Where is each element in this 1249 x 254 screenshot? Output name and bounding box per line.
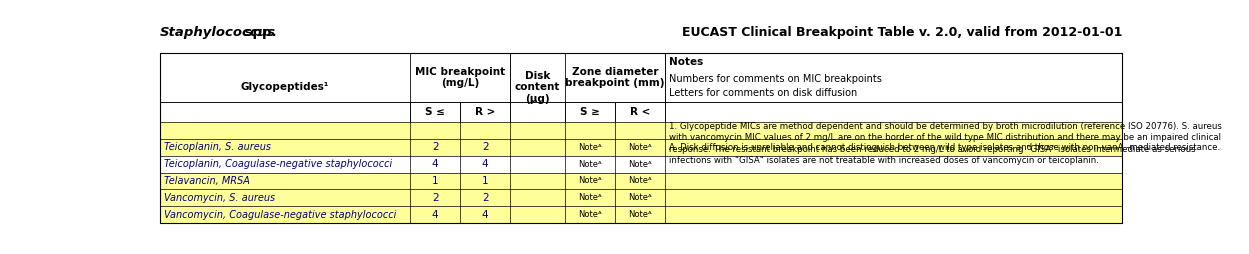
Polygon shape bbox=[160, 53, 410, 122]
Polygon shape bbox=[460, 172, 511, 189]
Polygon shape bbox=[565, 53, 666, 102]
Polygon shape bbox=[615, 156, 666, 172]
Text: 2: 2 bbox=[482, 193, 488, 203]
Polygon shape bbox=[410, 156, 460, 172]
Text: S ≤: S ≤ bbox=[425, 107, 445, 117]
Polygon shape bbox=[160, 172, 410, 189]
Text: Teicoplanin, S. aureus: Teicoplanin, S. aureus bbox=[164, 142, 271, 152]
Text: 1. Glycopeptide MICs are method dependent and should be determined by broth micr: 1. Glycopeptide MICs are method dependen… bbox=[669, 122, 1222, 165]
Polygon shape bbox=[666, 189, 1122, 206]
Polygon shape bbox=[615, 122, 666, 139]
Polygon shape bbox=[460, 206, 511, 223]
Text: 4: 4 bbox=[482, 159, 488, 169]
Polygon shape bbox=[460, 189, 511, 206]
Polygon shape bbox=[565, 102, 615, 122]
Polygon shape bbox=[666, 139, 1122, 156]
Polygon shape bbox=[511, 189, 565, 206]
Text: 2: 2 bbox=[432, 193, 438, 203]
Polygon shape bbox=[615, 102, 666, 122]
Polygon shape bbox=[565, 122, 615, 139]
Text: 1: 1 bbox=[482, 176, 488, 186]
Polygon shape bbox=[565, 172, 615, 189]
Text: 2: 2 bbox=[432, 142, 438, 152]
Polygon shape bbox=[160, 206, 410, 223]
Polygon shape bbox=[511, 122, 565, 139]
Text: 4: 4 bbox=[432, 210, 438, 220]
Text: Glycopeptides¹: Glycopeptides¹ bbox=[241, 83, 330, 92]
Text: MIC breakpoint
(mg/L): MIC breakpoint (mg/L) bbox=[415, 67, 506, 88]
Text: Numbers for comments on MIC breakpoints: Numbers for comments on MIC breakpoints bbox=[669, 73, 882, 84]
Polygon shape bbox=[615, 172, 666, 189]
Polygon shape bbox=[615, 139, 666, 156]
Polygon shape bbox=[666, 172, 1122, 189]
Text: Disk
content
(µg): Disk content (µg) bbox=[515, 71, 561, 104]
Text: Noteᴬ: Noteᴬ bbox=[628, 193, 652, 202]
Polygon shape bbox=[615, 189, 666, 206]
Polygon shape bbox=[410, 206, 460, 223]
Text: Zone diameter
breakpoint (mm): Zone diameter breakpoint (mm) bbox=[566, 67, 664, 88]
Polygon shape bbox=[565, 156, 615, 172]
Text: Teicoplanin, Coagulase-negative staphylococci: Teicoplanin, Coagulase-negative staphylo… bbox=[164, 159, 392, 169]
Polygon shape bbox=[410, 172, 460, 189]
Polygon shape bbox=[160, 122, 410, 139]
Text: 1: 1 bbox=[432, 176, 438, 186]
Text: EUCAST Clinical Breakpoint Table v. 2.0, valid from 2012-01-01: EUCAST Clinical Breakpoint Table v. 2.0,… bbox=[682, 26, 1122, 39]
Polygon shape bbox=[410, 139, 460, 156]
Polygon shape bbox=[666, 206, 1122, 223]
Text: Noteᴬ: Noteᴬ bbox=[628, 143, 652, 152]
Polygon shape bbox=[410, 189, 460, 206]
Polygon shape bbox=[460, 122, 511, 139]
Text: Noteᴬ: Noteᴬ bbox=[578, 160, 602, 169]
Polygon shape bbox=[565, 206, 615, 223]
Polygon shape bbox=[410, 102, 460, 122]
Polygon shape bbox=[666, 53, 1122, 122]
Polygon shape bbox=[511, 156, 565, 172]
Text: Letters for comments on disk diffusion: Letters for comments on disk diffusion bbox=[669, 88, 857, 98]
Polygon shape bbox=[666, 156, 1122, 172]
Text: 4: 4 bbox=[432, 159, 438, 169]
Polygon shape bbox=[511, 139, 565, 156]
Text: R <: R < bbox=[629, 107, 651, 117]
Text: A. Disk diffusion is unreliable and cannot distinguish between wild type isolate: A. Disk diffusion is unreliable and cann… bbox=[669, 143, 1220, 152]
Polygon shape bbox=[511, 53, 565, 122]
Polygon shape bbox=[160, 139, 410, 156]
Polygon shape bbox=[460, 139, 511, 156]
Polygon shape bbox=[160, 102, 410, 122]
Text: Noteᴬ: Noteᴬ bbox=[578, 177, 602, 185]
Text: Noteᴬ: Noteᴬ bbox=[578, 143, 602, 152]
Polygon shape bbox=[565, 189, 615, 206]
Polygon shape bbox=[460, 102, 511, 122]
Polygon shape bbox=[511, 206, 565, 223]
Polygon shape bbox=[666, 122, 1122, 139]
Text: S ≥: S ≥ bbox=[580, 107, 600, 117]
Polygon shape bbox=[511, 172, 565, 189]
Polygon shape bbox=[666, 102, 1122, 122]
Text: Noteᴬ: Noteᴬ bbox=[628, 177, 652, 185]
Polygon shape bbox=[666, 139, 1122, 156]
Text: 2: 2 bbox=[482, 142, 488, 152]
Polygon shape bbox=[160, 156, 410, 172]
Polygon shape bbox=[160, 189, 410, 206]
Text: R >: R > bbox=[475, 107, 496, 117]
Text: Notes: Notes bbox=[669, 57, 703, 67]
Polygon shape bbox=[410, 53, 511, 102]
Polygon shape bbox=[666, 122, 1122, 139]
Text: Noteᴬ: Noteᴬ bbox=[628, 210, 652, 219]
Text: Noteᴬ: Noteᴬ bbox=[578, 193, 602, 202]
Text: Vancomycin, S. aureus: Vancomycin, S. aureus bbox=[164, 193, 275, 203]
Text: spp.: spp. bbox=[240, 26, 277, 39]
Polygon shape bbox=[615, 206, 666, 223]
Text: Noteᴬ: Noteᴬ bbox=[578, 210, 602, 219]
Polygon shape bbox=[160, 53, 1122, 122]
Polygon shape bbox=[410, 122, 460, 139]
Text: 4: 4 bbox=[482, 210, 488, 220]
Text: Telavancin, MRSA: Telavancin, MRSA bbox=[164, 176, 250, 186]
Text: Vancomycin, Coagulase-negative staphylococci: Vancomycin, Coagulase-negative staphyloc… bbox=[164, 210, 396, 220]
Text: Staphylococcus: Staphylococcus bbox=[160, 26, 276, 39]
Polygon shape bbox=[511, 102, 565, 122]
Text: Noteᴬ: Noteᴬ bbox=[628, 160, 652, 169]
Polygon shape bbox=[460, 156, 511, 172]
Polygon shape bbox=[565, 139, 615, 156]
